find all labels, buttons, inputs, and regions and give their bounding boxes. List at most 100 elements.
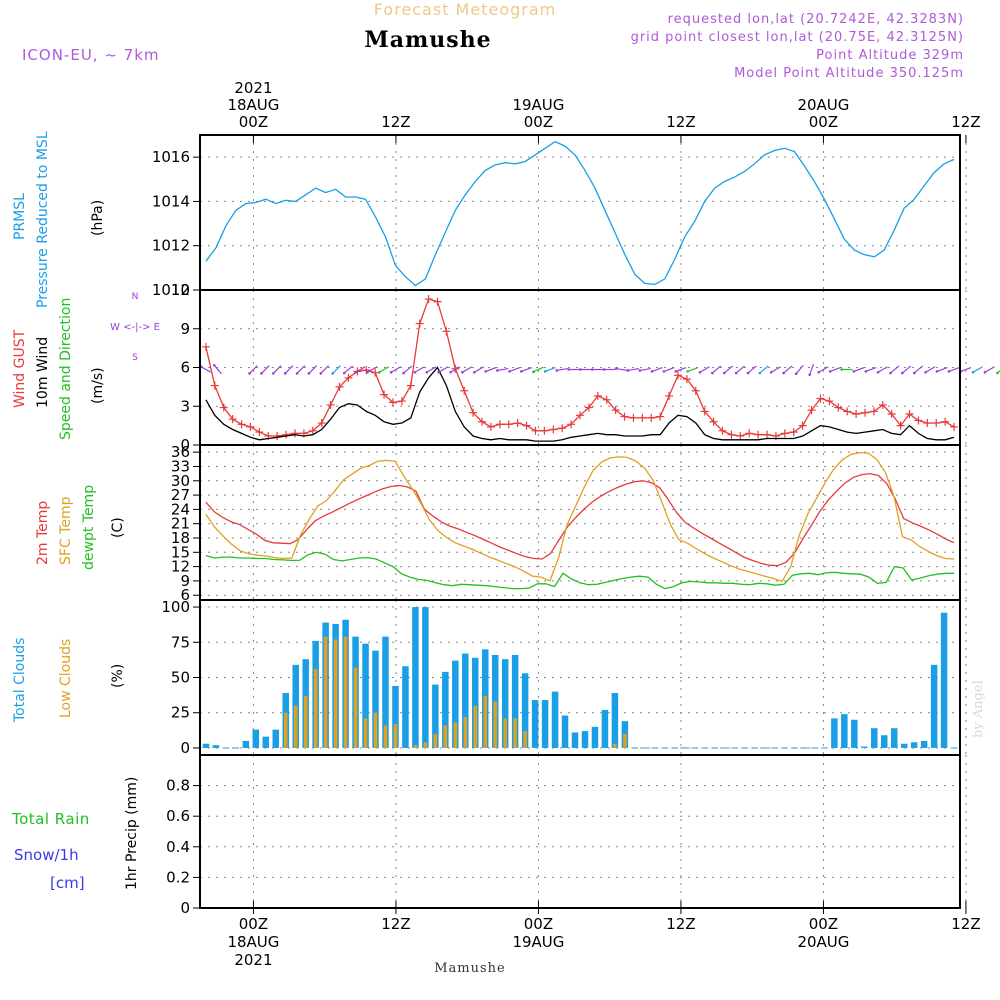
top-time-label: 00Z bbox=[239, 113, 268, 131]
total-clouds-bar bbox=[462, 653, 469, 748]
wind-direction-arrowhead bbox=[924, 370, 927, 374]
gust-marker bbox=[763, 430, 772, 439]
y-tick-label: 30 bbox=[171, 472, 190, 490]
gust-marker bbox=[923, 419, 932, 428]
total-clouds-bar bbox=[501, 659, 509, 748]
y-tick-label: 75 bbox=[171, 633, 190, 651]
gust-marker bbox=[460, 386, 469, 395]
y-tick-label: 100 bbox=[161, 598, 190, 616]
low-clouds-bar bbox=[373, 712, 378, 748]
total-clouds-bar bbox=[452, 660, 459, 748]
gust-marker bbox=[504, 420, 513, 429]
gust-marker bbox=[656, 412, 665, 421]
gust-marker bbox=[442, 327, 451, 336]
y-tick-label: 0 bbox=[180, 899, 190, 917]
compass-north: N bbox=[132, 292, 139, 302]
gust-marker bbox=[282, 430, 291, 439]
y-tick-label: 0.4 bbox=[166, 838, 190, 856]
wind-direction-arrow bbox=[925, 366, 936, 373]
gust-marker bbox=[246, 422, 255, 431]
axis-unit-hpa: (hPa) bbox=[90, 200, 106, 236]
wind-direction-arrowhead bbox=[758, 371, 762, 375]
low-clouds-bar bbox=[303, 695, 308, 748]
y-tick-label: 9 bbox=[180, 320, 190, 338]
gust-marker bbox=[887, 410, 896, 418]
low-clouds-bar bbox=[383, 725, 388, 748]
sfc_temp-series-line bbox=[205, 451, 955, 583]
total-clouds-bar bbox=[472, 657, 479, 748]
bottom-time-label: 00Z bbox=[239, 915, 268, 933]
wind-direction-arrow bbox=[770, 366, 782, 373]
wind-direction-arrowhead bbox=[662, 370, 666, 373]
gust-marker bbox=[584, 403, 593, 412]
wind-direction-arrow bbox=[533, 366, 544, 373]
gust-marker bbox=[397, 397, 406, 406]
wind-direction-arrowhead bbox=[650, 370, 654, 373]
point-altitude: Point Altitude 329m bbox=[816, 48, 964, 63]
gust-marker bbox=[326, 400, 335, 409]
gust-marker bbox=[816, 394, 825, 403]
y-tick-label: 25 bbox=[171, 704, 190, 722]
wind-direction-arrow bbox=[308, 365, 318, 374]
total-clouds-bar bbox=[841, 714, 848, 748]
gust-marker bbox=[673, 371, 682, 380]
gust-marker bbox=[852, 410, 861, 418]
total-clouds-bar bbox=[422, 607, 429, 748]
wind-direction-arrow bbox=[829, 367, 841, 372]
gust-marker bbox=[789, 428, 798, 437]
bottom-time-label: 00Z bbox=[524, 915, 553, 933]
pressure-series-line bbox=[205, 140, 955, 287]
wind-direction-arrow bbox=[414, 366, 425, 373]
gust-marker bbox=[709, 417, 718, 426]
wind-direction-arrow bbox=[663, 367, 675, 372]
gridpoint-coords: grid point closest lon,lat (20.75E, 42.3… bbox=[631, 30, 964, 45]
wind-direction-arrow bbox=[332, 365, 341, 374]
y-tick-label: 0.8 bbox=[166, 777, 190, 795]
panel-frame-precip bbox=[199, 754, 961, 909]
total-clouds-bar bbox=[890, 728, 898, 748]
low-clouds-bar bbox=[463, 716, 468, 748]
wind-direction-arrowhead bbox=[876, 370, 880, 374]
wind-direction-arrow bbox=[260, 365, 270, 374]
wind-direction-arrow bbox=[996, 370, 1000, 374]
total-clouds-bar bbox=[910, 742, 918, 748]
total-clouds-bar bbox=[242, 740, 250, 748]
gust-marker bbox=[335, 382, 344, 391]
wind-series-line bbox=[205, 366, 955, 442]
total-clouds-bar bbox=[831, 718, 838, 748]
total-clouds-bar bbox=[581, 731, 589, 748]
low-clouds-bar bbox=[333, 639, 338, 748]
low-clouds-bar bbox=[393, 724, 398, 748]
total-clouds-bar bbox=[920, 740, 928, 748]
gust-marker bbox=[602, 395, 611, 404]
y-tick-label: 0 bbox=[180, 436, 190, 454]
model-altitude: Model Point Altitude 350.125m bbox=[734, 66, 964, 81]
low-clouds-bar bbox=[503, 718, 507, 748]
total-clouds-bar bbox=[561, 715, 569, 748]
total-clouds-bar bbox=[861, 746, 868, 748]
wind-direction-arrow bbox=[473, 366, 485, 373]
location-title: Mamushe bbox=[364, 27, 491, 53]
total-clouds-bar bbox=[551, 691, 559, 748]
wind-direction-arrowhead bbox=[614, 367, 618, 370]
wind-direction-arrow bbox=[651, 367, 663, 372]
wind-direction-arrowhead bbox=[532, 370, 535, 374]
low-clouds-bar bbox=[413, 745, 418, 748]
bottom-time-label: 12Z bbox=[666, 915, 695, 933]
gust-marker bbox=[513, 419, 522, 428]
wind-direction-arrow bbox=[687, 367, 699, 372]
wind-direction-arrowhead bbox=[508, 370, 511, 373]
gust-marker bbox=[896, 421, 905, 430]
wind-direction-arrowhead bbox=[283, 372, 287, 375]
gust-marker bbox=[932, 419, 941, 428]
axis-label-precip: 1hr Precip (mm) bbox=[124, 777, 140, 890]
wind-direction-arrow bbox=[972, 366, 983, 373]
wind-direction-arrow bbox=[249, 365, 258, 374]
gust-marker bbox=[647, 413, 656, 422]
gust-marker bbox=[798, 421, 807, 430]
wind-direction-arrow bbox=[627, 367, 639, 372]
top-time-label: 19AUG bbox=[512, 96, 564, 114]
total-clouds-bar bbox=[880, 735, 888, 748]
bottom-time-label: 19AUG bbox=[512, 933, 564, 951]
wind-direction-arrowhead bbox=[947, 370, 951, 373]
